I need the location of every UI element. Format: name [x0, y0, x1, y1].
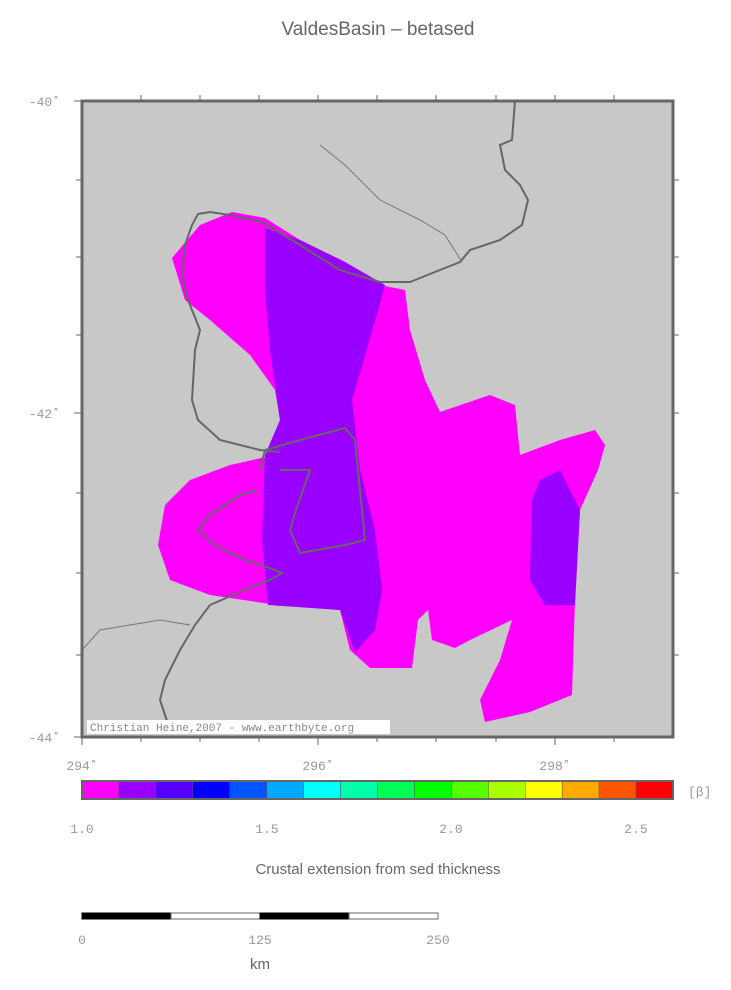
colorbar-swatch: [340, 780, 378, 800]
lat-label: -44˚: [29, 731, 60, 746]
credit-box: [87, 720, 390, 734]
colorbar-unit: [β]: [688, 785, 711, 800]
colorbar-swatch: [451, 780, 489, 800]
colorbar-caption: Crustal extension from sed thickness: [255, 861, 500, 878]
beta-region-high: [530, 470, 580, 605]
lon-label: 298˚: [539, 759, 570, 774]
coastline: [158, 100, 530, 731]
colorbar-tick-label: 2.0: [439, 822, 462, 837]
colorbar-swatch: [525, 780, 563, 800]
colorbar-swatch: [598, 780, 637, 800]
colorbar-frame: [81, 780, 674, 800]
beta-region-high: [262, 228, 385, 652]
colorbar-tick-label: 2.5: [624, 822, 647, 837]
scale-unit: km: [250, 956, 270, 973]
lat-label: -42˚: [29, 407, 60, 422]
scale-label: 250: [426, 933, 449, 948]
colorbar-swatch: [414, 780, 452, 800]
border: [81, 144, 463, 651]
colorbar-tick-label: 1.5: [255, 822, 278, 837]
colorbar: [81, 780, 674, 800]
scale-bar: [81, 912, 439, 920]
colorbar-swatch: [303, 780, 341, 800]
credit: Christian Heine,2007 - www.earthbyte.org: [90, 723, 354, 735]
lon-label: 294˚: [66, 759, 97, 774]
scale-label: 125: [248, 933, 271, 948]
frame-ticks: [74, 95, 679, 745]
colorbar-swatch: [488, 780, 526, 800]
colorbar-swatch: [635, 780, 674, 800]
colorbar-swatch: [118, 780, 157, 800]
colorbar-swatch: [561, 780, 600, 800]
lat-label: -40˚: [29, 95, 60, 110]
title: ValdesBasin – betased: [282, 19, 475, 40]
scale-label: 0: [78, 933, 86, 948]
colorbar-swatch: [155, 780, 194, 800]
colorbar-swatch: [266, 780, 304, 800]
colorbar-swatch: [377, 780, 415, 800]
colorbar-tick-label: 1.0: [70, 822, 93, 837]
colorbar-swatch: [229, 780, 267, 800]
lon-label: 296˚: [302, 759, 333, 774]
colorbar-swatch: [192, 780, 230, 800]
colorbar-swatch: [81, 780, 120, 800]
